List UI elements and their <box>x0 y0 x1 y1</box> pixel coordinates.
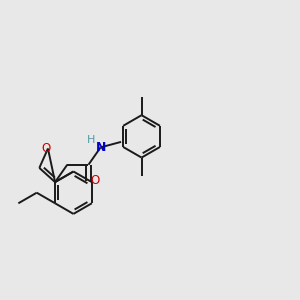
Text: N: N <box>96 141 106 154</box>
Text: O: O <box>90 174 100 187</box>
Text: H: H <box>87 135 95 145</box>
Text: O: O <box>42 142 51 155</box>
